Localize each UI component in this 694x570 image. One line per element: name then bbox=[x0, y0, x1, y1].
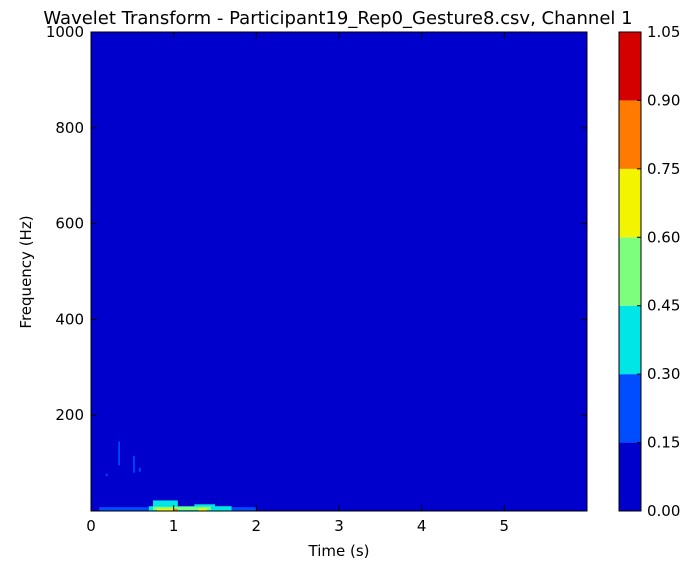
colorbar-segment bbox=[619, 374, 641, 443]
colorbar-segment bbox=[619, 168, 641, 238]
colorbar-tick-label: 0.45 bbox=[647, 297, 680, 315]
y-tick-label: 400 bbox=[55, 310, 84, 328]
colorbar-segment bbox=[619, 100, 641, 169]
y-tick-label: 1000 bbox=[46, 23, 84, 41]
y-tick-label: 200 bbox=[55, 406, 84, 424]
heatmap-patch bbox=[133, 455, 135, 473]
heatmap-patch bbox=[118, 441, 120, 466]
heatmap-patch bbox=[138, 467, 141, 472]
heatmap-background bbox=[91, 32, 587, 511]
heatmap-patch bbox=[157, 508, 174, 511]
y-tick-label: 600 bbox=[55, 215, 84, 233]
heatmap-patch bbox=[153, 506, 211, 511]
colorbar-tick-label: 0.75 bbox=[647, 160, 680, 178]
colorbar-tick-label: 0.30 bbox=[647, 365, 680, 383]
colorbar-tick-label: 0.90 bbox=[647, 91, 680, 109]
colorbar-segment bbox=[619, 237, 641, 306]
axes: 0 1 2 3 4 5 200 400 600 800 1000 bbox=[46, 23, 588, 535]
x-tick-label: 4 bbox=[417, 517, 427, 535]
colorbar-segment bbox=[619, 305, 641, 375]
heatmap-patch bbox=[105, 473, 108, 477]
colorbar-segment bbox=[619, 32, 641, 101]
heatmap-patch bbox=[173, 509, 178, 511]
chart-title: Wavelet Transform - Participant19_Rep0_G… bbox=[43, 8, 632, 29]
y-tick-label: 800 bbox=[55, 119, 84, 137]
heatmap-patch bbox=[153, 500, 178, 509]
colorbar-tick-label: 1.05 bbox=[647, 23, 680, 41]
colorbar-tick-label: 0.00 bbox=[647, 502, 680, 520]
x-axis-label: Time (s) bbox=[308, 542, 370, 560]
colorbar-segment bbox=[619, 442, 641, 511]
heatmap-patch bbox=[198, 508, 207, 511]
x-tick-label: 0 bbox=[86, 517, 96, 535]
x-tick-label: 5 bbox=[500, 517, 510, 535]
colorbar-tick-label: 0.60 bbox=[647, 228, 680, 246]
x-tick-label: 1 bbox=[169, 517, 179, 535]
x-tick-label: 3 bbox=[334, 517, 344, 535]
colorbar: 0.00 0.15 0.30 0.45 0.60 0.75 0.90 1.05 bbox=[618, 23, 680, 520]
y-axis-label: Frequency (Hz) bbox=[17, 215, 35, 328]
colorbar-frame bbox=[618, 31, 642, 512]
x-tick-label: 2 bbox=[252, 517, 262, 535]
colorbar-tick-label: 0.15 bbox=[647, 434, 680, 452]
plot-area bbox=[91, 32, 587, 511]
